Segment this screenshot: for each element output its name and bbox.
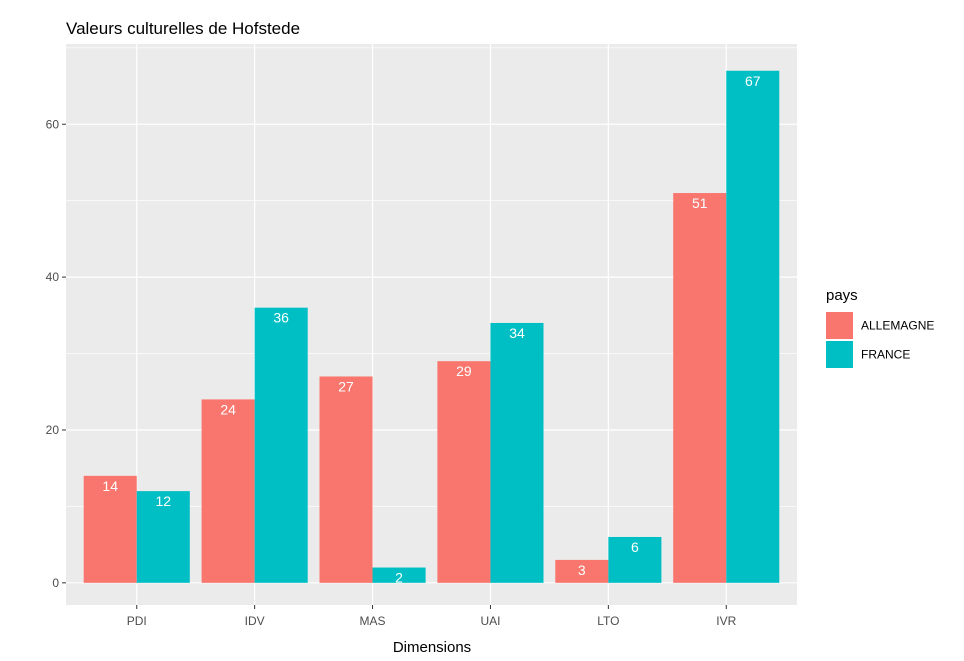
legend-items: ALLEMAGNE FRANCE bbox=[826, 312, 934, 368]
data-label: 6 bbox=[631, 539, 639, 555]
data-label: 2 bbox=[395, 570, 403, 586]
data-label: 36 bbox=[273, 310, 289, 326]
data-label: 29 bbox=[456, 363, 472, 379]
y-tick-label: 20 bbox=[46, 423, 60, 437]
x-axis-title: Dimensions bbox=[393, 639, 471, 656]
data-label: 67 bbox=[745, 73, 761, 89]
bar bbox=[726, 70, 780, 583]
legend-key bbox=[826, 341, 853, 368]
data-label: 51 bbox=[692, 195, 708, 211]
y-tick-label: 0 bbox=[52, 576, 59, 590]
data-label: 27 bbox=[338, 378, 354, 394]
bar bbox=[608, 536, 662, 583]
x-tick-label: UAI bbox=[480, 614, 500, 628]
data-label: 24 bbox=[220, 401, 236, 417]
bar bbox=[254, 307, 308, 583]
chart-title: Valeurs culturelles de Hofstede bbox=[66, 19, 300, 38]
legend-label: ALLEMAGNE bbox=[861, 319, 934, 333]
y-tick-label: 60 bbox=[46, 117, 60, 131]
data-label: 3 bbox=[578, 562, 586, 578]
x-axis: PDI IDV MAS UAI LTO IVR bbox=[127, 605, 737, 628]
bar bbox=[437, 361, 491, 583]
bar bbox=[319, 376, 373, 583]
bar bbox=[372, 567, 426, 583]
legend-title: pays bbox=[826, 287, 858, 304]
bar bbox=[201, 399, 255, 583]
bar bbox=[673, 193, 727, 583]
x-tick-label: LTO bbox=[597, 614, 619, 628]
y-tick-label: 40 bbox=[46, 270, 60, 284]
bar bbox=[490, 322, 544, 583]
x-tick-label: IDV bbox=[245, 614, 265, 628]
data-label: 14 bbox=[102, 478, 118, 494]
data-label: 12 bbox=[155, 493, 171, 509]
x-tick-label: PDI bbox=[127, 614, 147, 628]
data-label: 34 bbox=[509, 325, 525, 341]
bar bbox=[136, 491, 190, 583]
x-tick-label: MAS bbox=[360, 614, 386, 628]
bar bbox=[555, 559, 609, 583]
legend-label: FRANCE bbox=[861, 348, 910, 362]
legend: pays ALLEMAGNE FRANCE bbox=[826, 287, 934, 368]
y-axis: 0 20 40 60 bbox=[46, 117, 66, 590]
bar bbox=[83, 475, 137, 583]
bars bbox=[83, 70, 780, 583]
x-tick-label: IVR bbox=[716, 614, 736, 628]
legend-key bbox=[826, 312, 853, 339]
